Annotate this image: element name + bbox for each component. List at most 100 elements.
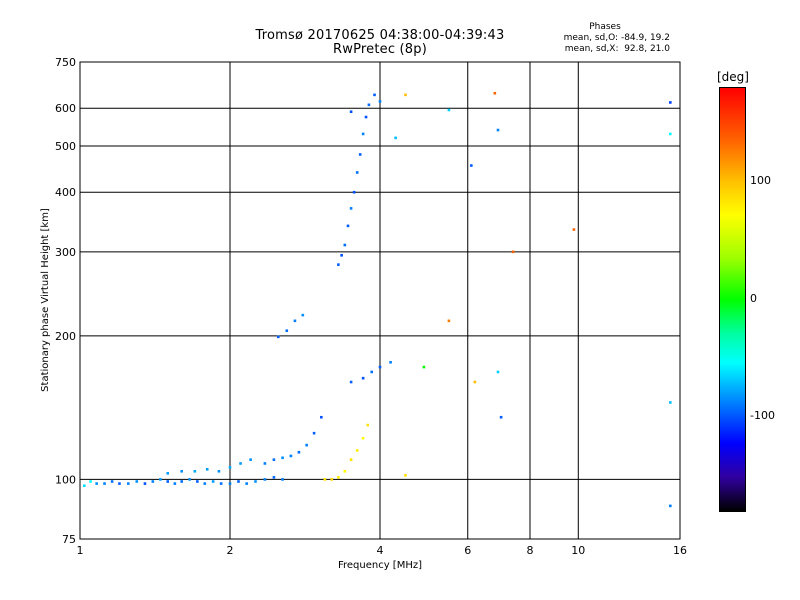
- data-point: [249, 458, 252, 461]
- data-point: [193, 469, 197, 473]
- data-point: [493, 91, 497, 95]
- data-point: [355, 171, 359, 174]
- data-point: [669, 101, 672, 104]
- data-point: [470, 164, 473, 167]
- data-point: [343, 469, 347, 473]
- data-point: [173, 482, 177, 485]
- data-point: [203, 482, 207, 485]
- data-point: [669, 132, 672, 136]
- data-point: [499, 415, 503, 419]
- tick-labels: 1 2 4 6 8 10 16 750 600 500 400 300 200 100 75: [55, 56, 687, 557]
- data-point: [151, 480, 155, 483]
- data-point: [301, 313, 305, 317]
- data-point: [135, 480, 139, 483]
- data-point: [447, 108, 451, 112]
- data-point: [323, 478, 327, 481]
- colorbar-unit: [deg]: [717, 70, 749, 84]
- data-point: [272, 458, 276, 461]
- data-point: [511, 250, 515, 254]
- data-point: [217, 469, 221, 473]
- data-point: [352, 190, 356, 194]
- data-point: [276, 335, 280, 339]
- data-point: [337, 263, 340, 266]
- data-point: [349, 110, 353, 114]
- data-point: [330, 478, 334, 481]
- phase-stats-x: mean, sd,X: 92.8, 21.0: [564, 44, 670, 54]
- data-point: [320, 415, 323, 419]
- data-point: [358, 153, 362, 156]
- data-point: [239, 462, 242, 465]
- data-point: [394, 136, 397, 140]
- data-point: [110, 480, 114, 483]
- data-point: [180, 469, 184, 473]
- data-point: [254, 480, 257, 483]
- data-point: [281, 456, 284, 460]
- data-point: [237, 480, 240, 483]
- data-point: [89, 480, 92, 483]
- x-tick-label: 10: [571, 544, 585, 557]
- data-point: [349, 207, 353, 210]
- x-tick-label: 1: [77, 544, 84, 557]
- data-point: [166, 480, 170, 483]
- y-tick-label: 300: [55, 246, 76, 259]
- data-point: [366, 423, 370, 427]
- data-point: [346, 224, 350, 228]
- data-point: [389, 360, 392, 364]
- data-point: [378, 365, 382, 369]
- data-point: [367, 103, 371, 107]
- data-point: [496, 370, 500, 374]
- data-point: [272, 476, 276, 479]
- data-point: [95, 482, 98, 485]
- data-point: [340, 253, 343, 257]
- data-point: [263, 478, 267, 481]
- data-point: [473, 380, 477, 384]
- data-point: [404, 474, 407, 477]
- data-point: [364, 115, 368, 119]
- x-tick-label: 6: [464, 544, 471, 557]
- x-tick-label: 4: [377, 544, 384, 557]
- phase-stats-o: mean, sd,O: -84.9, 19.2: [563, 33, 670, 43]
- plot-frame: [79, 61, 681, 540]
- data-point: [289, 454, 293, 458]
- data-point: [285, 329, 289, 332]
- data-point: [447, 319, 451, 323]
- data-point: [205, 467, 209, 471]
- chart-subtitle: RwPretec (8p): [333, 42, 427, 57]
- data-point: [361, 436, 365, 440]
- data-point: [337, 476, 340, 479]
- y-axis-label: Stationary phase Virtual Height [km]: [40, 208, 51, 392]
- data-point: [159, 478, 162, 481]
- grid: [80, 62, 680, 539]
- y-tick-label: 400: [55, 186, 76, 199]
- data-point: [349, 458, 353, 461]
- data-point: [496, 128, 500, 132]
- data-point: [343, 243, 347, 247]
- data-point: [293, 319, 297, 323]
- data-point: [669, 504, 672, 508]
- x-tick-label: 8: [527, 544, 534, 557]
- x-tick-label: 16: [673, 544, 687, 557]
- data-point: [126, 482, 130, 485]
- data-point: [166, 471, 170, 475]
- data-point: [370, 370, 374, 374]
- colorbar-tick-label: -100: [750, 409, 775, 422]
- data-point: [297, 450, 301, 454]
- data-point: [82, 484, 86, 488]
- x-tick-label: 2: [227, 544, 234, 557]
- data-point: [263, 462, 267, 465]
- data-point: [180, 480, 184, 483]
- data-point: [118, 482, 121, 485]
- data-point: [349, 380, 353, 384]
- data-point: [404, 93, 407, 97]
- chart-title: Tromsø 20170625 04:38:00-04:39:43: [255, 28, 505, 43]
- y-tick-label: 600: [55, 102, 76, 115]
- colorbar-tick-label: 0: [750, 291, 757, 305]
- data-point: [281, 478, 284, 481]
- data-point: [422, 365, 426, 369]
- data-point: [312, 431, 316, 435]
- data-points: [82, 91, 672, 508]
- x-axis-label: Frequency [MHz]: [338, 560, 422, 571]
- data-point: [228, 466, 232, 469]
- data-point: [143, 482, 147, 485]
- y-tick-label: 75: [62, 533, 76, 546]
